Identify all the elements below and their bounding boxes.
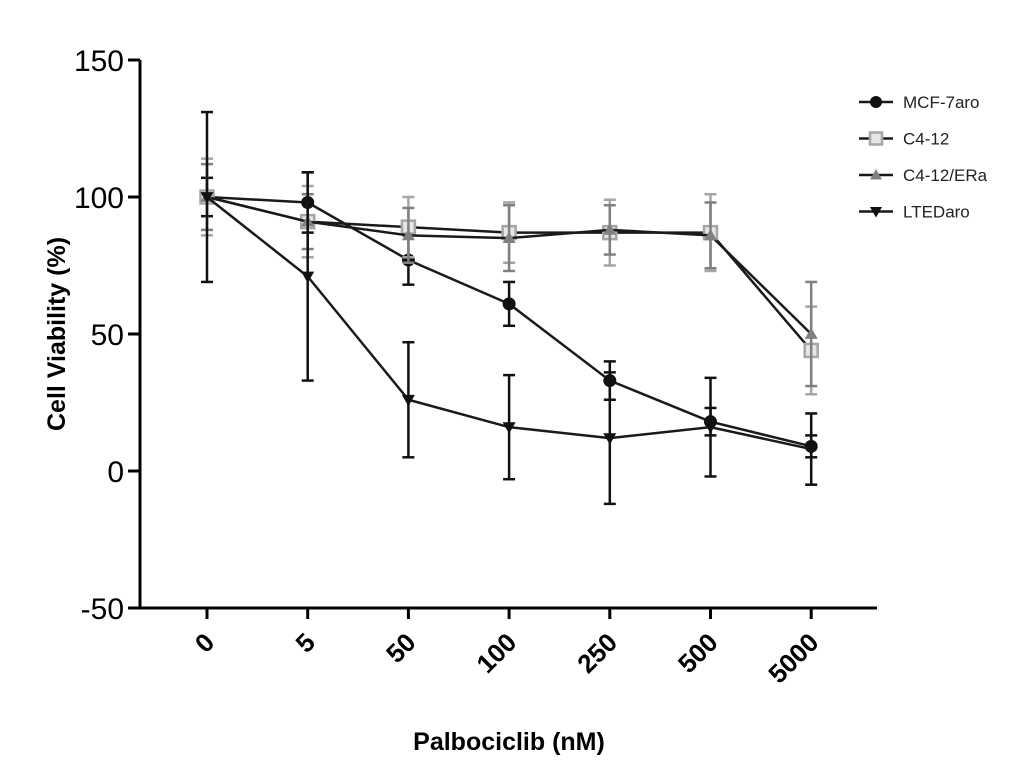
legend-label: MCF-7aro (903, 93, 980, 112)
data-point (804, 444, 818, 456)
x-tick-label: 5 (289, 627, 320, 658)
y-tick-label: 100 (74, 182, 124, 215)
data-point (804, 327, 818, 339)
y-tick-label: 50 (91, 319, 124, 352)
y-tick-label: 150 (74, 45, 124, 78)
series-ltedaro (200, 110, 818, 506)
data-point (502, 422, 516, 434)
x-tick-label: 250 (571, 627, 623, 679)
data-point (704, 422, 717, 434)
data-point (502, 231, 516, 243)
data-point (401, 228, 415, 241)
legend-item: C4-12/ERa (859, 166, 988, 185)
series-c4-12-era (200, 162, 818, 388)
data-point (603, 433, 617, 445)
series-c4-12 (199, 157, 819, 396)
legend-marker (868, 131, 884, 146)
legend-marker (870, 169, 882, 180)
legend-item: LTEDaro (859, 203, 970, 222)
legend-label: C4-12 (903, 130, 949, 149)
series-layer (199, 110, 819, 506)
y-tick-label: 0 (107, 456, 124, 489)
x-tick-label: 50 (380, 627, 422, 669)
legend: MCF-7aro C4-12 C4-12/ERa LTEDaro (859, 93, 988, 222)
data-point (401, 394, 415, 407)
legend-marker (870, 96, 882, 108)
legend-marker (870, 207, 882, 218)
y-axis-title: Cell Viability (%) (43, 237, 71, 431)
legend-item: C4-12 (859, 130, 949, 149)
x-tick-label: 500 (672, 627, 724, 679)
data-point (704, 228, 717, 241)
data-point (603, 223, 617, 235)
x-tick-label: 0 (189, 627, 220, 658)
legend-item: MCF-7aro (859, 93, 980, 112)
data-point (502, 297, 516, 311)
x-axis-title: Palbociclib (nM) (413, 728, 605, 756)
legend-label: LTEDaro (903, 203, 970, 222)
legend-label: C4-12/ERa (903, 166, 988, 185)
x-tick-label: 5000 (762, 627, 824, 689)
data-point (200, 192, 214, 204)
x-tick-label: 100 (470, 627, 522, 679)
y-tick-label: -50 (81, 593, 124, 626)
data-point (301, 271, 315, 283)
